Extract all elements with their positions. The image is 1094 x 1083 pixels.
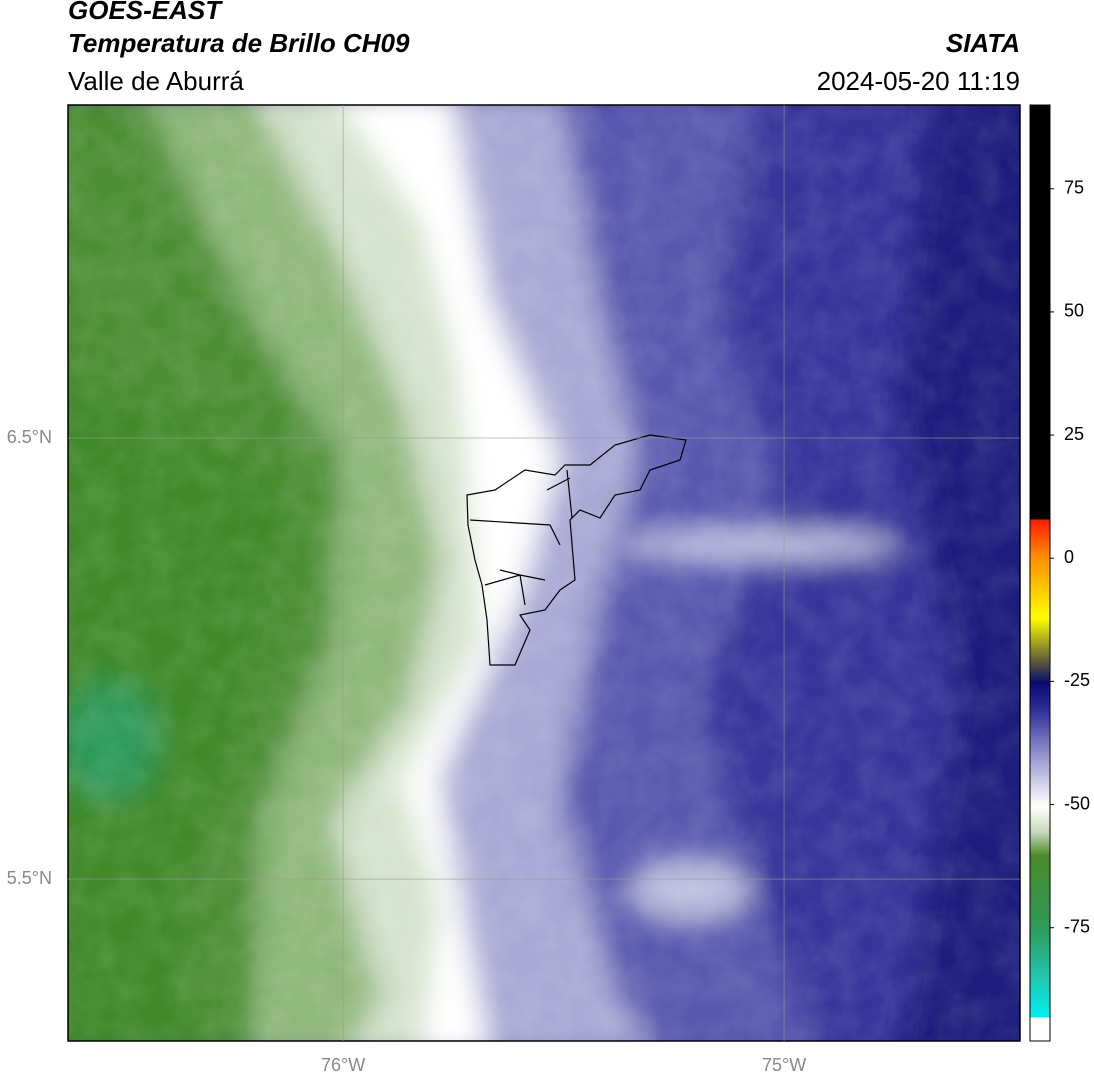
- colorbar-tick-label: 0: [1064, 547, 1074, 567]
- valley-outline: [466, 434, 687, 666]
- colorbar-tick-label: 50: [1064, 301, 1084, 321]
- colorbar-tick-label: -50: [1064, 793, 1090, 813]
- timestamp: 2024-05-20 11:19: [817, 66, 1020, 96]
- agency: SIATA: [946, 28, 1020, 58]
- colorbar-tick-label: -25: [1064, 670, 1090, 690]
- colorbar-tick-label: -75: [1064, 916, 1090, 936]
- colorbar: [1029, 104, 1051, 1042]
- x-tick-label: 75°W: [762, 1055, 806, 1075]
- colorbar-tick-label: 75: [1064, 177, 1084, 197]
- colorbar-tick-label: 25: [1064, 424, 1084, 444]
- region: Valle de Aburrá: [68, 66, 244, 96]
- y-tick-label: 6.5°N: [7, 427, 52, 447]
- map-frame: [67, 104, 1021, 1042]
- satellite: GOES-EAST: [68, 0, 223, 25]
- x-tick-label: 76°W: [321, 1055, 365, 1075]
- product: Temperatura de Brillo CH09: [68, 28, 410, 58]
- map-image: [68, 105, 1020, 1041]
- y-tick-label: 5.5°N: [7, 868, 52, 888]
